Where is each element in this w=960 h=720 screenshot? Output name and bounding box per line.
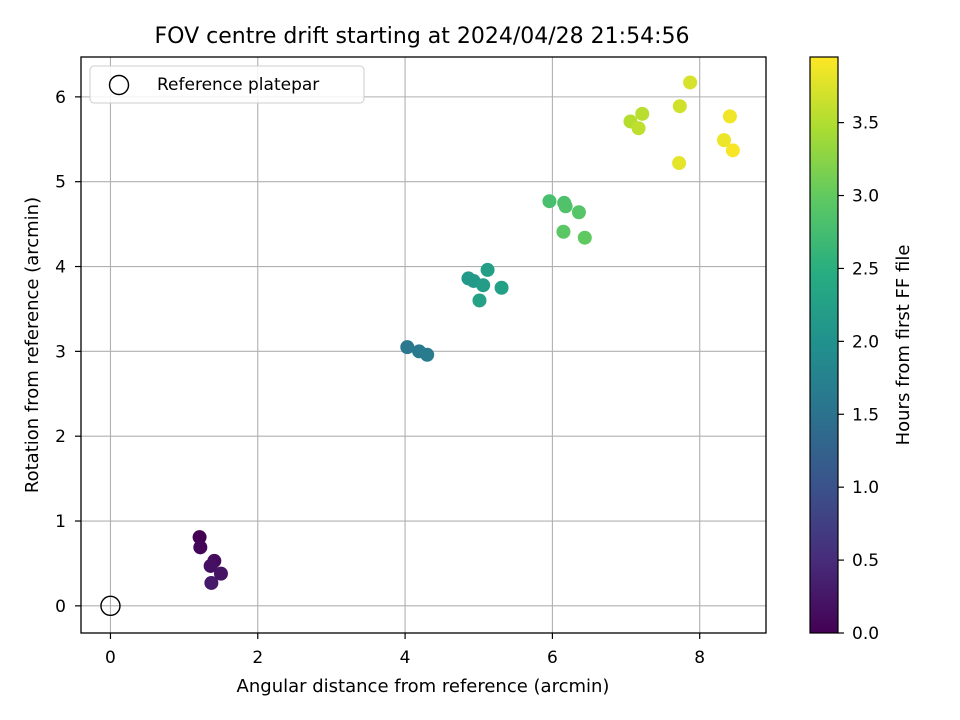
data-point	[717, 133, 732, 148]
colorbar: 0.0 0.5 1.0 1.5 2.0 2.5 3.0 3.5 Hours from firs…	[809, 56, 914, 644]
colorbar-tick-label: 2.5	[852, 259, 879, 279]
data-point	[192, 530, 207, 545]
x-tick-label: 8	[694, 648, 705, 668]
data-point	[571, 205, 586, 220]
data-point	[472, 293, 487, 308]
y-tick-label: 4	[55, 258, 66, 278]
data-point	[494, 280, 509, 295]
data-point	[203, 558, 218, 573]
chart-title: FOV centre drift starting at 2024/04/28 …	[155, 24, 690, 49]
x-axis-label: Angular distance from reference (arcmin)	[237, 676, 610, 697]
data-points	[192, 75, 740, 590]
data-point	[400, 340, 415, 355]
data-point	[480, 262, 495, 277]
colorbar-tick-label: 0.5	[852, 551, 879, 571]
data-point	[683, 75, 698, 90]
data-point	[672, 99, 687, 114]
colorbar-tick-label: 3.5	[852, 114, 879, 134]
data-point	[420, 347, 435, 362]
y-axis-label: Rotation from reference (arcmin)	[22, 197, 43, 493]
legend-box	[89, 65, 365, 104]
y-tick-label: 5	[55, 173, 66, 193]
legend: Reference platepar	[89, 65, 365, 104]
colorbar-label: Hours from first FF file	[893, 245, 914, 446]
y-tick-label: 6	[55, 88, 66, 108]
y-tick-label: 2	[55, 427, 66, 447]
data-point	[722, 109, 737, 124]
x-tick-label: 6	[547, 648, 558, 668]
grid-lines	[81, 57, 766, 633]
colorbar-ticks: 0.0 0.5 1.0 1.5 2.0 2.5 3.0 3.5	[838, 114, 879, 644]
data-point	[213, 566, 228, 581]
reference-point	[100, 595, 121, 617]
x-tick-label: 0	[105, 648, 116, 668]
data-point	[635, 106, 650, 121]
x-tick-label: 2	[252, 648, 263, 668]
data-point	[193, 540, 208, 555]
colorbar-tick-label: 0.0	[852, 624, 879, 644]
legend-open-circle-marker	[108, 74, 130, 96]
reference-platepar-marker	[100, 595, 121, 617]
data-point	[725, 143, 740, 158]
x-axis-ticks: 0 2 4 6 8	[105, 633, 705, 668]
data-point	[556, 224, 571, 239]
y-tick-label: 3	[55, 342, 66, 362]
plot-frame	[80, 56, 767, 634]
data-point	[204, 575, 219, 590]
data-point	[577, 230, 592, 245]
colorbar-gradient	[809, 56, 839, 634]
y-tick-label: 0	[55, 597, 66, 617]
x-tick-label: 4	[400, 648, 411, 668]
data-point	[542, 194, 557, 209]
colorbar-tick-label: 3.0	[852, 187, 879, 207]
y-tick-label: 1	[55, 512, 66, 532]
y-axis-ticks: 0 1 2 3 4 5 6	[55, 88, 81, 617]
colorbar-tick-label: 1.5	[852, 405, 879, 425]
data-point	[558, 199, 573, 214]
data-point	[672, 156, 687, 171]
data-point	[631, 121, 646, 136]
legend-label: Reference platepar	[157, 75, 319, 95]
colorbar-tick-label: 2.0	[852, 332, 879, 352]
data-point	[476, 278, 491, 293]
colorbar-tick-label: 1.0	[852, 478, 879, 498]
